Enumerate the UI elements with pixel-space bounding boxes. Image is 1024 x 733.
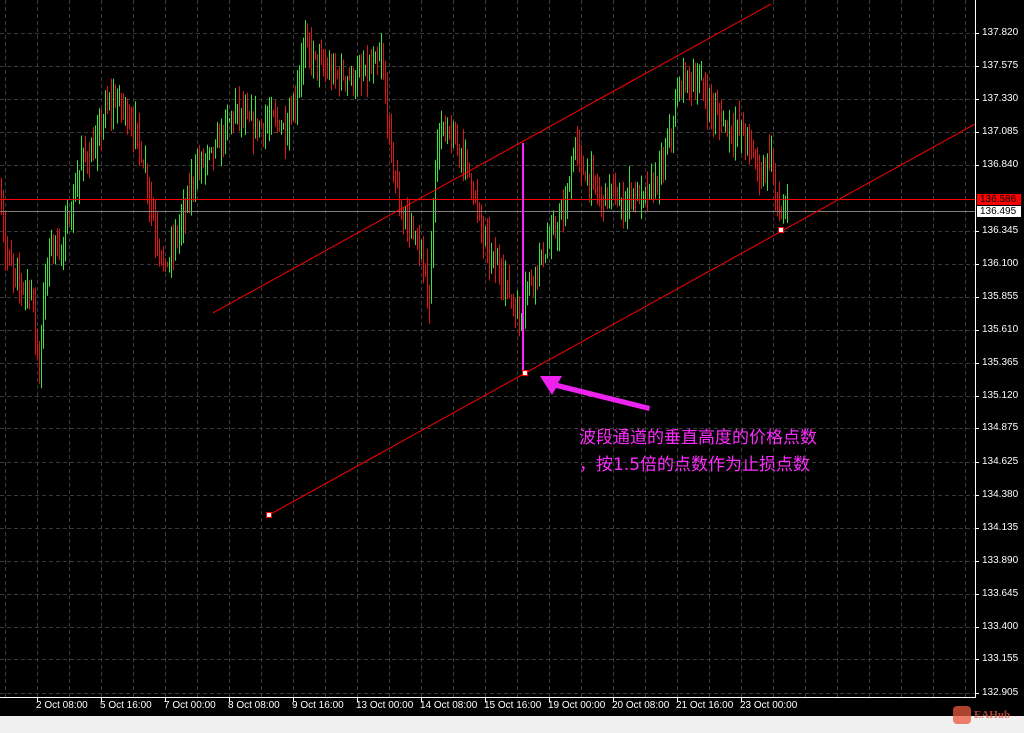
eahub-watermark: EAHub xyxy=(953,706,1010,724)
price-tick-label: 136.840 xyxy=(982,158,1019,170)
time-tick-label: 23 Oct 00:00 xyxy=(740,700,798,711)
time-tick-label: 5 Oct 16:00 xyxy=(100,700,152,711)
grid xyxy=(0,0,975,697)
price-tick-label: 136.345 xyxy=(982,225,1019,237)
price-tick-label: 137.330 xyxy=(982,92,1019,104)
price-tick-label: 132.905 xyxy=(982,687,1019,698)
price-tick-label: 134.625 xyxy=(982,456,1019,468)
bottom-scrollbar[interactable] xyxy=(0,714,1024,733)
time-tick-label: 14 Oct 08:00 xyxy=(420,700,478,711)
price-tick-label: 133.400 xyxy=(982,620,1019,632)
channel-anchor-point xyxy=(778,226,784,233)
time-tick-label: 2 Oct 08:00 xyxy=(36,700,88,711)
price-tick-label: 133.645 xyxy=(982,587,1019,599)
price-tick-label: 133.155 xyxy=(982,653,1019,665)
annotation-line-1: 波段通道的垂直高度的价格点数 xyxy=(579,428,817,448)
price-tick-label: 134.875 xyxy=(982,422,1019,434)
price-tick-label: 136.100 xyxy=(982,257,1019,269)
robot-logo-icon xyxy=(953,706,971,724)
price-tick-label: 135.365 xyxy=(982,356,1019,368)
annotation-line-2: ，按1.5倍的点数作为止损点数 xyxy=(579,455,811,475)
watermark-text: EAHub xyxy=(974,709,1011,721)
bid-price-label: 136.586 xyxy=(977,194,1021,205)
channel-upper-line[interactable] xyxy=(212,3,772,314)
annotation-text: 波段通道的垂直高度的价格点数 ，按1.5倍的点数作为止损点数 xyxy=(579,425,817,479)
price-tick-label: 137.085 xyxy=(982,125,1019,137)
time-tick-label: 19 Oct 00:00 xyxy=(548,700,606,711)
price-tick-label: 134.380 xyxy=(982,488,1019,500)
channel-anchor-point xyxy=(522,370,528,377)
channel-anchor-points[interactable] xyxy=(266,226,784,518)
price-tick-label: 134.135 xyxy=(982,521,1019,533)
channel-lower-line[interactable] xyxy=(268,123,976,516)
ask-price-label: 136.495 xyxy=(977,206,1021,217)
time-tick-label: 20 Oct 08:00 xyxy=(612,700,670,711)
price-tick-label: 135.855 xyxy=(982,290,1019,302)
axis-ticks xyxy=(37,33,979,702)
price-tick-label: 137.820 xyxy=(982,27,1019,38)
price-bars xyxy=(1,20,788,389)
time-tick-label: 21 Oct 16:00 xyxy=(676,700,734,711)
time-tick-label: 15 Oct 16:00 xyxy=(484,700,542,711)
price-tick-label: 133.890 xyxy=(982,554,1019,566)
time-tick-label: 9 Oct 16:00 xyxy=(292,700,344,711)
time-tick-label: 8 Oct 08:00 xyxy=(228,700,280,711)
price-tick-label: 135.610 xyxy=(982,323,1019,335)
price-chart[interactable] xyxy=(0,0,1024,714)
arrow-icon xyxy=(540,376,650,411)
time-tick-label: 13 Oct 00:00 xyxy=(356,700,414,711)
channel-anchor-point xyxy=(266,511,272,518)
time-tick-label: 7 Oct 00:00 xyxy=(164,700,216,711)
price-tick-label: 135.120 xyxy=(982,389,1019,401)
price-tick-label: 137.575 xyxy=(982,59,1019,71)
